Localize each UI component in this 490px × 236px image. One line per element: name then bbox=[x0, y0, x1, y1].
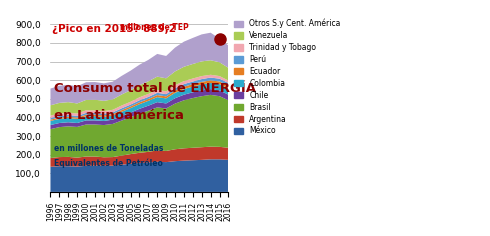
Text: Equivalentes de Petróleo: Equivalentes de Petróleo bbox=[54, 158, 163, 168]
Text: Consumo total de ENERGÍA: Consumo total de ENERGÍA bbox=[54, 82, 256, 95]
Text: en Latinoamérica: en Latinoamérica bbox=[54, 109, 184, 122]
Legend: Otros S.y Cent. América, Venezuela, Trinidad y Tobago, Perú, Ecuador, Colombia, : Otros S.y Cent. América, Venezuela, Trin… bbox=[234, 19, 341, 135]
Text: en millones de Toneladas: en millones de Toneladas bbox=[54, 144, 163, 153]
Text: millones de TEP: millones de TEP bbox=[120, 23, 189, 32]
Text: ¿Pico en 2015? 889,2: ¿Pico en 2015? 889,2 bbox=[52, 24, 176, 34]
